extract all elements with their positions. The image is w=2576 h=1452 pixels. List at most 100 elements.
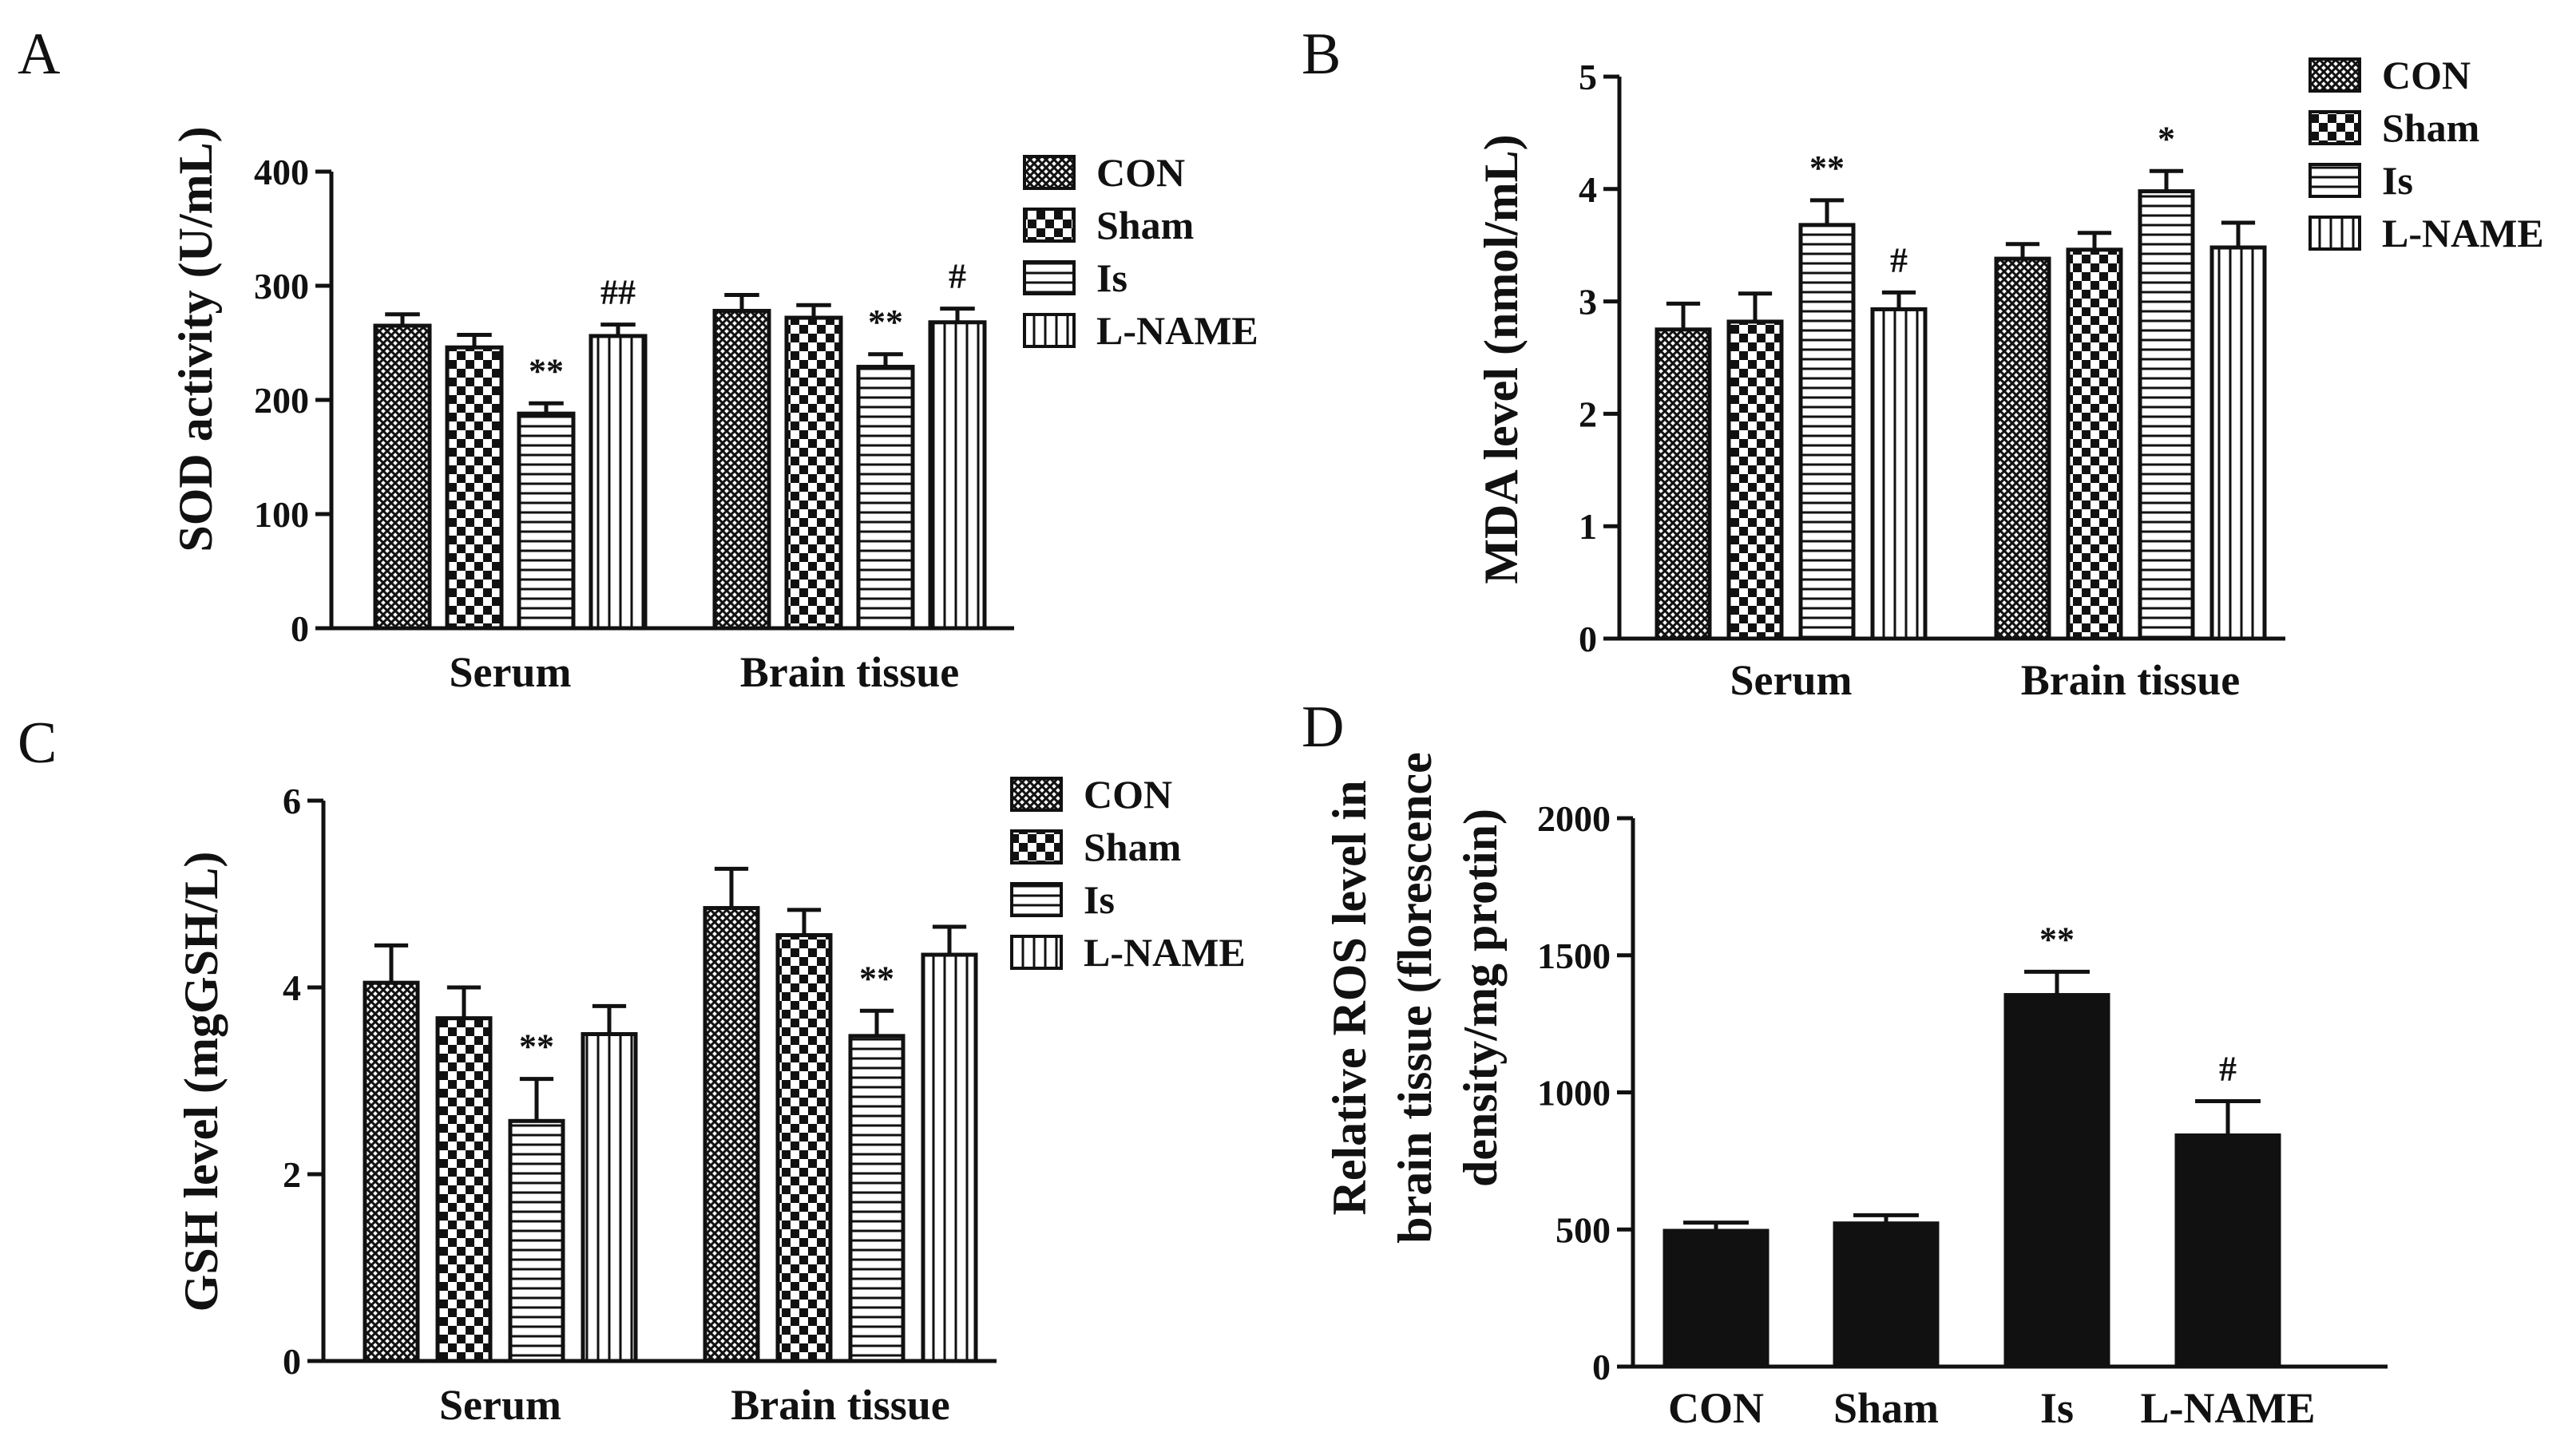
y-tick-label-a-100: 100 [254,494,309,535]
category-label-c-serum: Serum [439,1381,561,1429]
bar-d-con [1663,1228,1770,1369]
bar-a-serum-sham [445,345,504,631]
y-axis-title-d-line-1: Relative ROS level in [1323,781,1376,1216]
y-tick-label-d-1500: 1500 [1537,936,1611,976]
bar-b-serum-is [1798,223,1856,641]
bar-c-serum-con [363,980,420,1363]
legend-label-b-sham: Sham [2382,105,2479,150]
y-axis-title-b: MDA level (nmol/mL) [1475,134,1528,584]
significance-a-brain-tissue-l-name: # [949,257,966,296]
bar-a-serum-is [517,411,576,631]
bar-b-serum-con [1655,327,1712,641]
panel-a: A SOD activity (U/mL) 0 100 200 300 400 ** ## S… [18,22,1258,696]
significance-a-serum-l-name: ## [600,273,636,312]
legend-b: CON Sham Is L-NAME [2308,53,2544,255]
category-label-c-brain-tissue: Brain tissue [731,1381,950,1429]
bar-b-brain-tissue-is [2138,189,2195,641]
legend-label-b-l-name: L-NAME [2382,211,2544,255]
bar-d-l-name [2174,1133,2281,1369]
legend-swatch-a-sham [1023,208,1076,243]
legend-swatch-b-sham [2308,110,2361,145]
significance-d-l-name: # [2219,1049,2237,1088]
legend-label-a-con: CON [1096,150,1185,195]
panel-d: D Relative ROS level in brain tissue (fl… [1302,694,2388,1432]
bar-a-brain-tissue-con [712,308,771,631]
bar-b-brain-tissue-con [1994,256,2051,641]
legend-label-b-con: CON [2382,53,2471,97]
category-label-d-is: Is [2040,1384,2074,1432]
legend-label-a-l-name: L-NAME [1096,308,1258,353]
significance-b-brain-tissue-is: * [2158,119,2175,158]
bar-b-brain-tissue-sham [2066,247,2123,641]
panel-letter-b: B [1302,22,1341,87]
category-label-b-serum: Serum [1730,656,1853,704]
y-axis-title-a: SOD activity (U/mL) [169,126,222,552]
category-label-a-brain-tissue: Brain tissue [740,648,960,696]
bar-c-serum-is [508,1118,565,1363]
bar-d-is [2003,993,2110,1369]
y-tick-label-a-400: 400 [254,152,309,192]
category-label-d-sham: Sham [1833,1384,1939,1432]
bar-c-serum-sham [435,1016,493,1363]
significance-d-is: ** [2039,920,2075,959]
bar-b-brain-tissue-l-name [2209,245,2267,641]
y-tick-label-c-6: 6 [283,781,301,821]
category-label-b-brain-tissue: Brain tissue [2021,656,2241,704]
y-tick-label-d-500: 500 [1556,1209,1611,1250]
bar-c-brain-tissue-is [848,1034,906,1363]
bar-a-brain-tissue-l-name [928,320,987,631]
significance-c-serum-is: ** [519,1027,554,1066]
legend-label-a-sham: Sham [1096,203,1194,247]
y-tick-label-c-0: 0 [283,1341,301,1382]
legend-label-c-is: Is [1084,877,1115,922]
legend-swatch-c-con [1010,777,1063,812]
y-tick-label-a-300: 300 [254,266,309,307]
legend-label-c-l-name: L-NAME [1084,930,1246,975]
legend-swatch-b-is [2308,163,2361,198]
panel-letter-a: A [18,22,60,87]
legend-label-c-con: CON [1084,772,1172,817]
significance-c-brain-tissue-is: ** [859,959,894,998]
y-tick-label-d-0: 0 [1592,1347,1611,1387]
significance-b-serum-is: ** [1809,148,1845,188]
legend-label-c-sham: Sham [1084,825,1181,869]
y-tick-label-c-4: 4 [283,967,301,1008]
significance-b-serum-l-name: # [1890,240,1908,279]
panel-b: B MDA level (nmol/mL) 0 1 2 3 4 5 ** # Serum * Bra… [1302,22,2544,704]
y-tick-label-a-200: 200 [254,380,309,421]
y-tick-label-a-0: 0 [291,608,309,649]
category-label-d-con: CON [1668,1384,1764,1432]
category-label-d-l-name: L-NAME [2141,1384,2316,1432]
panel-letter-d: D [1302,694,1344,760]
legend-swatch-b-l-name [2308,216,2361,251]
legend-label-a-is: Is [1096,255,1127,300]
bar-b-serum-sham [1726,319,1784,641]
legend-c: CON Sham Is L-NAME [1010,772,1246,975]
y-tick-label-d-2000: 2000 [1537,798,1611,839]
legend-label-b-is: Is [2382,158,2413,203]
y-tick-label-b-2: 2 [1579,394,1597,434]
bar-c-brain-tissue-l-name [921,952,978,1363]
bar-a-serum-con [373,323,432,631]
y-axis-title-d-line-2: brain tissue (florescence [1389,752,1441,1243]
significance-a-brain-tissue-is: ** [868,303,903,342]
legend-swatch-b-con [2308,57,2361,93]
y-axis-title-c: GSH level (mgGSH/L) [175,852,228,1312]
y-tick-label-b-1: 1 [1579,506,1597,547]
legend-swatch-c-l-name [1010,935,1063,970]
legend-swatch-a-con [1023,155,1076,190]
y-tick-label-d-1000: 1000 [1537,1073,1611,1114]
bar-c-brain-tissue-sham [775,932,833,1363]
legend-a: CON Sham Is L-NAME [1023,150,1258,353]
legend-swatch-a-is [1023,260,1076,295]
y-axis-title-d-line-3: density/mg protin) [1454,809,1507,1187]
bar-a-brain-tissue-is [856,365,915,631]
bar-a-serum-l-name [589,334,648,631]
y-tick-label-b-4: 4 [1579,169,1597,210]
bar-d-sham [1833,1221,1940,1369]
y-tick-label-b-0: 0 [1579,619,1597,659]
y-tick-label-c-2: 2 [283,1154,301,1195]
legend-swatch-c-sham [1010,829,1063,864]
bar-c-brain-tissue-con [703,906,760,1363]
